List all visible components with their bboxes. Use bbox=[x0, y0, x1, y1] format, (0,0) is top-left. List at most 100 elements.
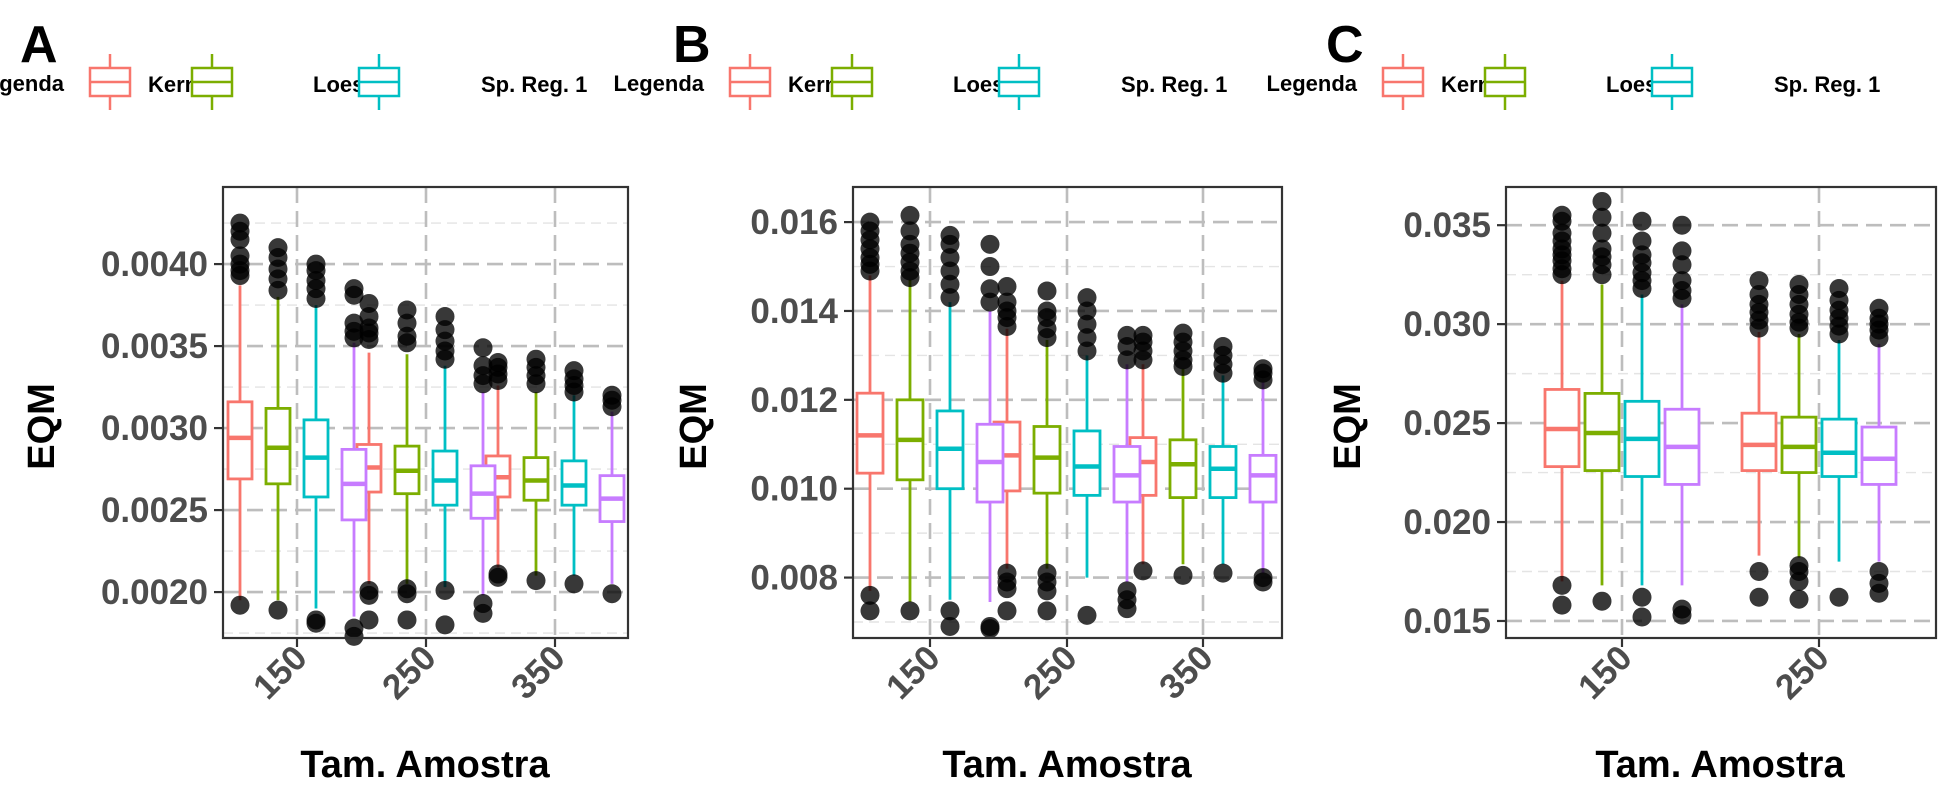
outlier-point bbox=[997, 601, 1017, 621]
x-axis-title: Tam. Amostra bbox=[300, 744, 550, 786]
series-sp-reg-1 bbox=[1623, 211, 1858, 627]
outlier-point bbox=[997, 292, 1017, 312]
y-tick-label: 0.016 bbox=[750, 203, 838, 242]
box-iqr bbox=[1248, 453, 1278, 504]
legend-key-sp-reg-1 bbox=[1650, 54, 1694, 110]
series-unnamed bbox=[975, 234, 1278, 639]
outlier-point bbox=[397, 326, 417, 346]
outlier-point bbox=[473, 356, 493, 376]
y-tick-label: 0.0020 bbox=[101, 573, 208, 612]
outlier-point bbox=[1869, 562, 1889, 582]
box bbox=[1248, 359, 1278, 592]
outlier-point bbox=[1592, 191, 1612, 211]
outlier-point bbox=[900, 601, 920, 621]
box-iqr bbox=[560, 459, 588, 507]
box bbox=[469, 338, 497, 623]
y-axis: 0.0020 0.0025 0.0030 0.0035 0.0040 bbox=[101, 245, 223, 612]
outlier-point bbox=[230, 246, 250, 266]
series-loess bbox=[895, 205, 1198, 621]
outlier-point bbox=[1552, 575, 1572, 595]
legend-key-loess bbox=[830, 54, 874, 110]
outlier-point bbox=[1117, 581, 1137, 601]
outlier-point bbox=[1749, 562, 1769, 582]
legend-label: Sp. Reg. 1 bbox=[481, 72, 587, 97]
outlier-point bbox=[359, 307, 379, 327]
box bbox=[1820, 279, 1858, 607]
box bbox=[1072, 288, 1102, 625]
legend-label: Sp. Reg. 1 bbox=[1121, 72, 1227, 97]
panel-a: ALegendaKernelLoessSp. Reg. 10.00200.002… bbox=[0, 16, 630, 786]
outlier-point bbox=[435, 580, 455, 600]
series-kernel bbox=[226, 213, 512, 630]
box bbox=[992, 277, 1022, 621]
outlier-point bbox=[268, 600, 288, 620]
y-axis: 0.008 0.010 0.012 0.014 0.016 bbox=[750, 203, 853, 598]
box bbox=[393, 300, 421, 630]
outlier-point bbox=[980, 279, 1000, 299]
box bbox=[1032, 281, 1062, 621]
outlier-point bbox=[1829, 279, 1849, 299]
outlier-point bbox=[344, 313, 364, 333]
outlier-point bbox=[488, 564, 508, 584]
box bbox=[264, 238, 292, 620]
box bbox=[560, 361, 588, 594]
outlier-point bbox=[940, 601, 960, 621]
legend-key-kernel bbox=[1381, 54, 1425, 110]
y-tick-label: 0.030 bbox=[1403, 305, 1491, 344]
outlier-point bbox=[344, 279, 364, 299]
outlier-point bbox=[1037, 563, 1057, 583]
outlier-point bbox=[980, 257, 1000, 277]
box bbox=[340, 279, 368, 646]
outlier-point bbox=[1552, 205, 1572, 225]
box-iqr bbox=[431, 449, 459, 507]
y-tick-label: 0.014 bbox=[750, 292, 838, 331]
box bbox=[1740, 271, 1778, 607]
legend-key-kernel bbox=[88, 54, 132, 110]
box bbox=[895, 205, 925, 621]
box-iqr bbox=[1208, 445, 1238, 499]
y-axis-title: EQM bbox=[21, 383, 63, 470]
legend-label: Sp. Reg. 1 bbox=[1774, 72, 1880, 97]
outlier-point bbox=[980, 616, 1000, 636]
box-iqr bbox=[1820, 417, 1858, 478]
box bbox=[1128, 325, 1158, 581]
outlier-point bbox=[1592, 591, 1612, 611]
box-iqr bbox=[1072, 429, 1102, 497]
outlier-point bbox=[900, 205, 920, 225]
outlier-point bbox=[1173, 323, 1193, 343]
series-loess bbox=[264, 238, 550, 630]
outlier-point bbox=[1749, 284, 1769, 304]
outlier-point bbox=[359, 610, 379, 630]
outlier-point bbox=[1253, 568, 1273, 588]
outlier-point bbox=[397, 313, 417, 333]
y-axis-title: EQM bbox=[673, 383, 715, 470]
outlier-point bbox=[1173, 565, 1193, 585]
outlier-point bbox=[1672, 215, 1692, 235]
box-iqr bbox=[1168, 438, 1198, 499]
outlier-point bbox=[860, 212, 880, 232]
outlier-point bbox=[488, 352, 508, 372]
y-tick-label: 0.0035 bbox=[101, 327, 208, 366]
outlier-point bbox=[1077, 341, 1097, 361]
box bbox=[1208, 337, 1238, 583]
outlier-point bbox=[1829, 587, 1849, 607]
outlier-point bbox=[1037, 281, 1057, 301]
outlier-point bbox=[1213, 337, 1233, 357]
outlier-point bbox=[1672, 271, 1692, 291]
outlier-point bbox=[473, 594, 493, 614]
outlier-point bbox=[1749, 271, 1769, 291]
box bbox=[1780, 275, 1818, 609]
outlier-point bbox=[1672, 241, 1692, 261]
legend-key-loess bbox=[1483, 54, 1527, 110]
legend-title: Legenda bbox=[1267, 71, 1358, 96]
outlier-point bbox=[940, 261, 960, 281]
outlier-point bbox=[1749, 587, 1769, 607]
y-tick-label: 0.012 bbox=[750, 381, 838, 420]
y-tick-label: 0.015 bbox=[1403, 602, 1491, 641]
outlier-point bbox=[397, 300, 417, 320]
outlier-point bbox=[1632, 211, 1652, 231]
